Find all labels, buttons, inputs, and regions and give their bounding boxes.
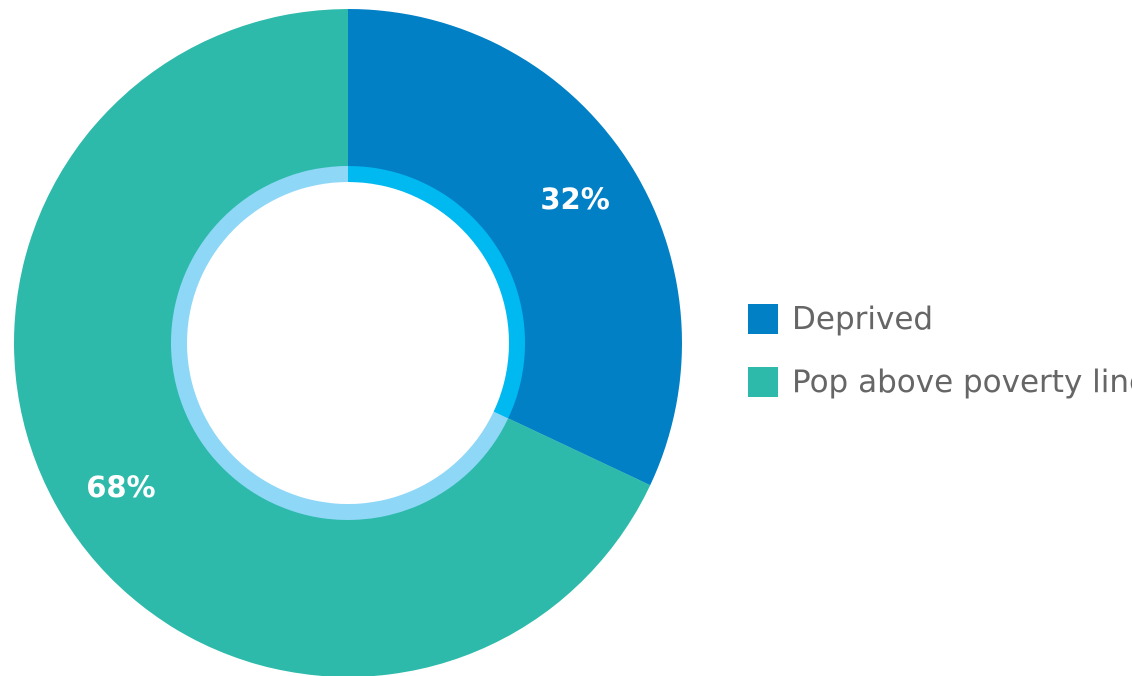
value-label-deprived: 32% [540,182,609,216]
donut-chart: 32% 68% [14,9,682,676]
legend-swatch-pop-above-poverty-line [748,367,778,397]
legend-swatch-deprived [748,304,778,334]
legend-label-pop-above-poverty-line: Pop above poverty line [792,364,1132,400]
legend-label-deprived: Deprived [792,301,934,337]
donut-hole [187,182,509,504]
legend-item-pop-above-poverty-line: Pop above poverty line [748,360,1132,404]
legend-item-deprived: Deprived [748,297,1132,341]
value-label-pop-above-poverty-line: 68% [86,470,155,504]
legend: Deprived Pop above poverty line [748,297,1132,423]
